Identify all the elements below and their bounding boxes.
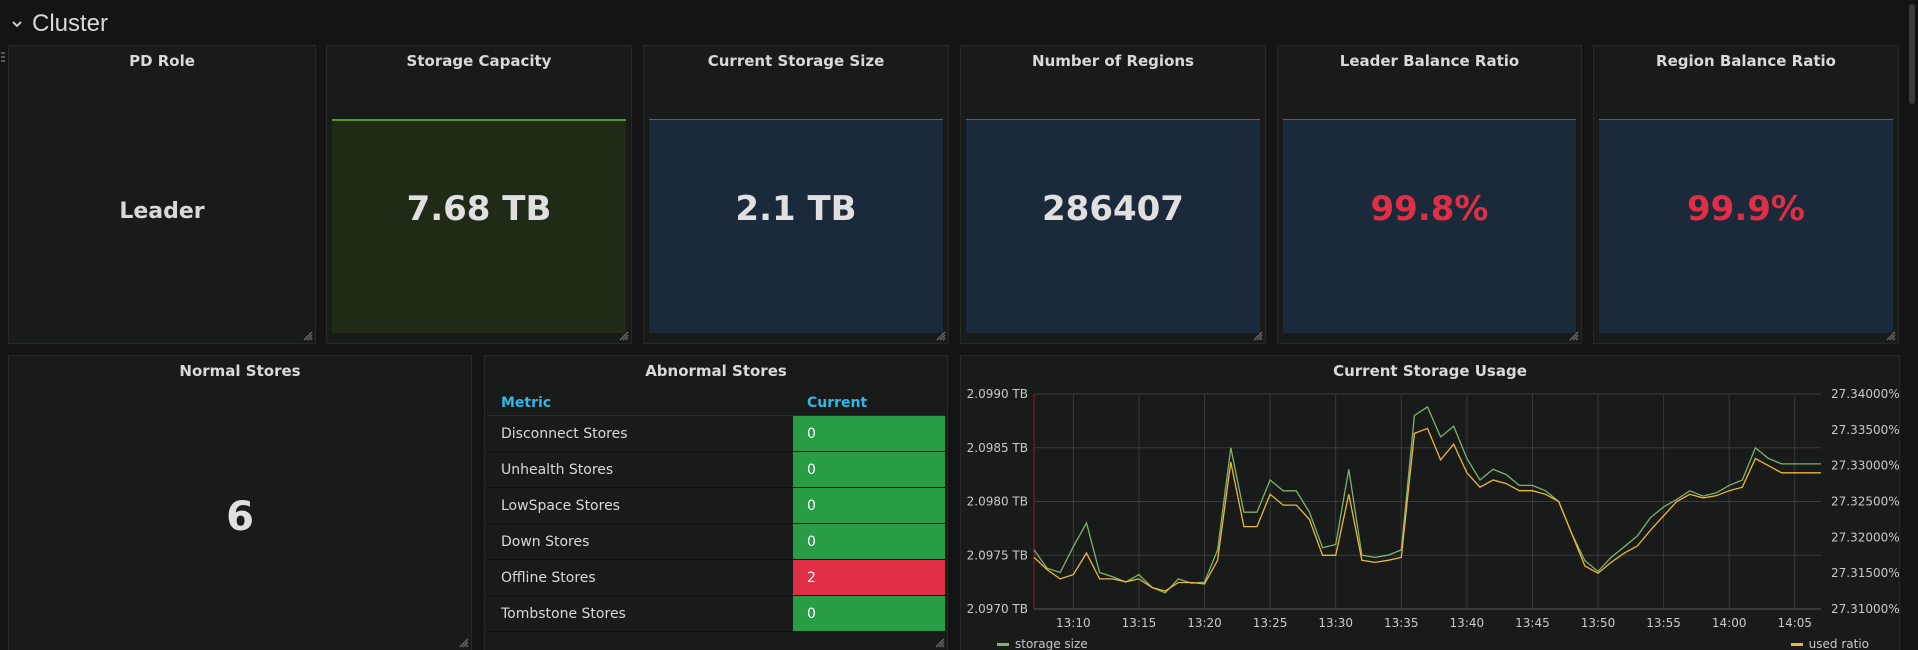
stat-value: Leader	[119, 199, 205, 224]
panel-pd-role: PD Role Leader	[8, 45, 316, 344]
resize-handle-icon[interactable]	[1886, 331, 1896, 341]
panel-title[interactable]: Number of Regions	[1032, 52, 1194, 70]
legend-swatch	[997, 642, 1009, 646]
resize-handle-icon[interactable]	[303, 331, 313, 341]
panel-abnormal-stores: Abnormal Stores Metric Current Disconnec…	[484, 355, 948, 650]
panel-title[interactable]: Normal Stores	[179, 362, 301, 380]
metric-cell: Unhealth Stores	[501, 461, 614, 478]
stat-value: 286407	[1042, 189, 1184, 229]
resize-handle-icon[interactable]	[935, 638, 945, 648]
row-title: Cluster	[32, 10, 109, 37]
x-tick-label: 13:40	[1450, 616, 1485, 630]
current-value-cell: 2	[793, 560, 945, 595]
current-value-cell: 0	[793, 524, 945, 559]
x-tick-label: 14:05	[1777, 616, 1812, 630]
chevron-down-icon	[12, 21, 22, 28]
column-header-metric[interactable]: Metric	[501, 394, 552, 411]
current-value-cell: 0	[793, 488, 945, 523]
legend-label: storage size	[1015, 637, 1088, 650]
x-tick-label: 13:25	[1253, 616, 1288, 630]
panel-storage-capacity: Storage Capacity 7.68 TB	[326, 45, 632, 344]
y-tick-label-left: 2.0990 TB	[967, 387, 1028, 401]
legend-label: used ratio	[1808, 637, 1869, 650]
x-tick-label: 14:00	[1712, 616, 1747, 630]
panel-number-of-regions: Number of Regions 286407	[960, 45, 1266, 344]
stat-sparkline-bg	[649, 119, 943, 333]
y-tick-label-right: 27.34000%	[1831, 387, 1900, 401]
x-tick-label: 13:35	[1384, 616, 1419, 630]
current-value-cell: 0	[793, 416, 945, 451]
y-tick-label-right: 27.33500%	[1831, 423, 1900, 437]
y-tick-label-left: 2.0985 TB	[967, 441, 1028, 455]
x-tick-label: 13:15	[1122, 616, 1157, 630]
panel-region-balance-ratio: Region Balance Ratio 99.9%	[1593, 45, 1899, 344]
stat-value: 99.9%	[1687, 189, 1805, 229]
storage-usage-chart[interactable]: 2.0970 TB 2.0975 TB 2.0980 TB 2.0985 TB 2.09…	[961, 380, 1901, 650]
table-row: Unhealth Stores 0	[487, 452, 945, 488]
panel-current-storage-size: Current Storage Size 2.1 TB	[643, 45, 949, 344]
panel-title[interactable]: PD Role	[129, 52, 195, 70]
panel-title[interactable]: Region Balance Ratio	[1656, 52, 1836, 70]
y-tick-label-right: 27.33000%	[1831, 459, 1900, 473]
panel-title[interactable]: Current Storage Usage	[1333, 362, 1527, 380]
metric-cell: Down Stores	[501, 533, 590, 550]
panel-title[interactable]: Current Storage Size	[707, 52, 885, 70]
x-tick-label: 13:55	[1646, 616, 1681, 630]
x-tick-label: 13:10	[1056, 616, 1091, 630]
column-header-current[interactable]: Current	[807, 394, 868, 411]
panel-title[interactable]: Abnormal Stores	[645, 362, 787, 380]
resize-handle-icon[interactable]	[619, 331, 629, 341]
table-row: Tombstone Stores 0	[487, 596, 945, 632]
panel-normal-stores: Normal Stores 6	[8, 355, 472, 650]
y-tick-label-right: 27.31500%	[1831, 566, 1900, 580]
y-tick-label-left: 2.0975 TB	[967, 548, 1028, 562]
metric-cell: Disconnect Stores	[501, 425, 628, 442]
metric-cell: Offline Stores	[501, 569, 596, 586]
x-tick-label: 13:45	[1515, 616, 1550, 630]
table-row: LowSpace Stores 0	[487, 488, 945, 524]
y-tick-label-left: 2.0970 TB	[967, 602, 1028, 616]
stat-sparkline-bg	[1599, 119, 1893, 333]
table-row: Down Stores 0	[487, 524, 945, 560]
y-tick-label-left: 2.0980 TB	[967, 495, 1028, 509]
y-tick-label-right: 27.32000%	[1831, 530, 1900, 544]
scrollbar[interactable]	[1906, 0, 1918, 650]
resize-handle-icon[interactable]	[936, 331, 946, 341]
metric-cell: LowSpace Stores	[501, 497, 620, 514]
x-tick-label: 13:30	[1318, 616, 1353, 630]
panel-current-storage-usage: Current Storage Usage 2.0970 TB 2.0975 TB…	[960, 355, 1900, 650]
abnormal-stores-table: Metric Current Disconnect Stores 0 Unhealt…	[487, 390, 945, 632]
row-collapse-toggle[interactable]: Cluster	[10, 8, 108, 40]
resize-handle-icon[interactable]	[1253, 331, 1263, 341]
legend-storage-size[interactable]: storage size	[997, 637, 1088, 650]
panel-leader-balance-ratio: Leader Balance Ratio 99.8%	[1277, 45, 1582, 344]
x-tick-label: 13:50	[1581, 616, 1616, 630]
legend-used-ratio[interactable]: used ratio	[1790, 637, 1869, 650]
series-line-used-ratio	[1033, 427, 1821, 592]
panel-title[interactable]: Storage Capacity	[406, 52, 552, 70]
table-header: Metric Current	[487, 390, 945, 416]
y-tick-label-right: 27.31000%	[1831, 602, 1900, 616]
stat-value: 2.1 TB	[735, 189, 857, 229]
metric-cell: Tombstone Stores	[501, 605, 626, 622]
current-value-cell: 0	[793, 596, 945, 631]
x-tick-label: 13:20	[1187, 616, 1222, 630]
drag-handle-icon[interactable]	[0, 52, 6, 66]
stat-sparkline-bg	[1283, 119, 1576, 333]
stat-value: 99.8%	[1370, 189, 1489, 229]
scrollbar-thumb[interactable]	[1909, 4, 1915, 104]
stat-sparkline-bg	[332, 119, 626, 333]
stat-sparkline-bg	[966, 119, 1260, 333]
resize-handle-icon[interactable]	[1569, 331, 1579, 341]
table-row: Disconnect Stores 0	[487, 416, 945, 452]
legend-swatch	[1790, 642, 1803, 646]
resize-handle-icon[interactable]	[459, 638, 469, 648]
current-value-cell: 0	[793, 452, 945, 487]
stat-value: 7.68 TB	[406, 189, 552, 229]
panel-title[interactable]: Leader Balance Ratio	[1339, 52, 1520, 70]
table-row: Offline Stores 2	[487, 560, 945, 596]
series-line-storage-size	[1033, 405, 1821, 594]
stat-value: 6	[226, 494, 254, 540]
y-tick-label-right: 27.32500%	[1831, 495, 1900, 509]
